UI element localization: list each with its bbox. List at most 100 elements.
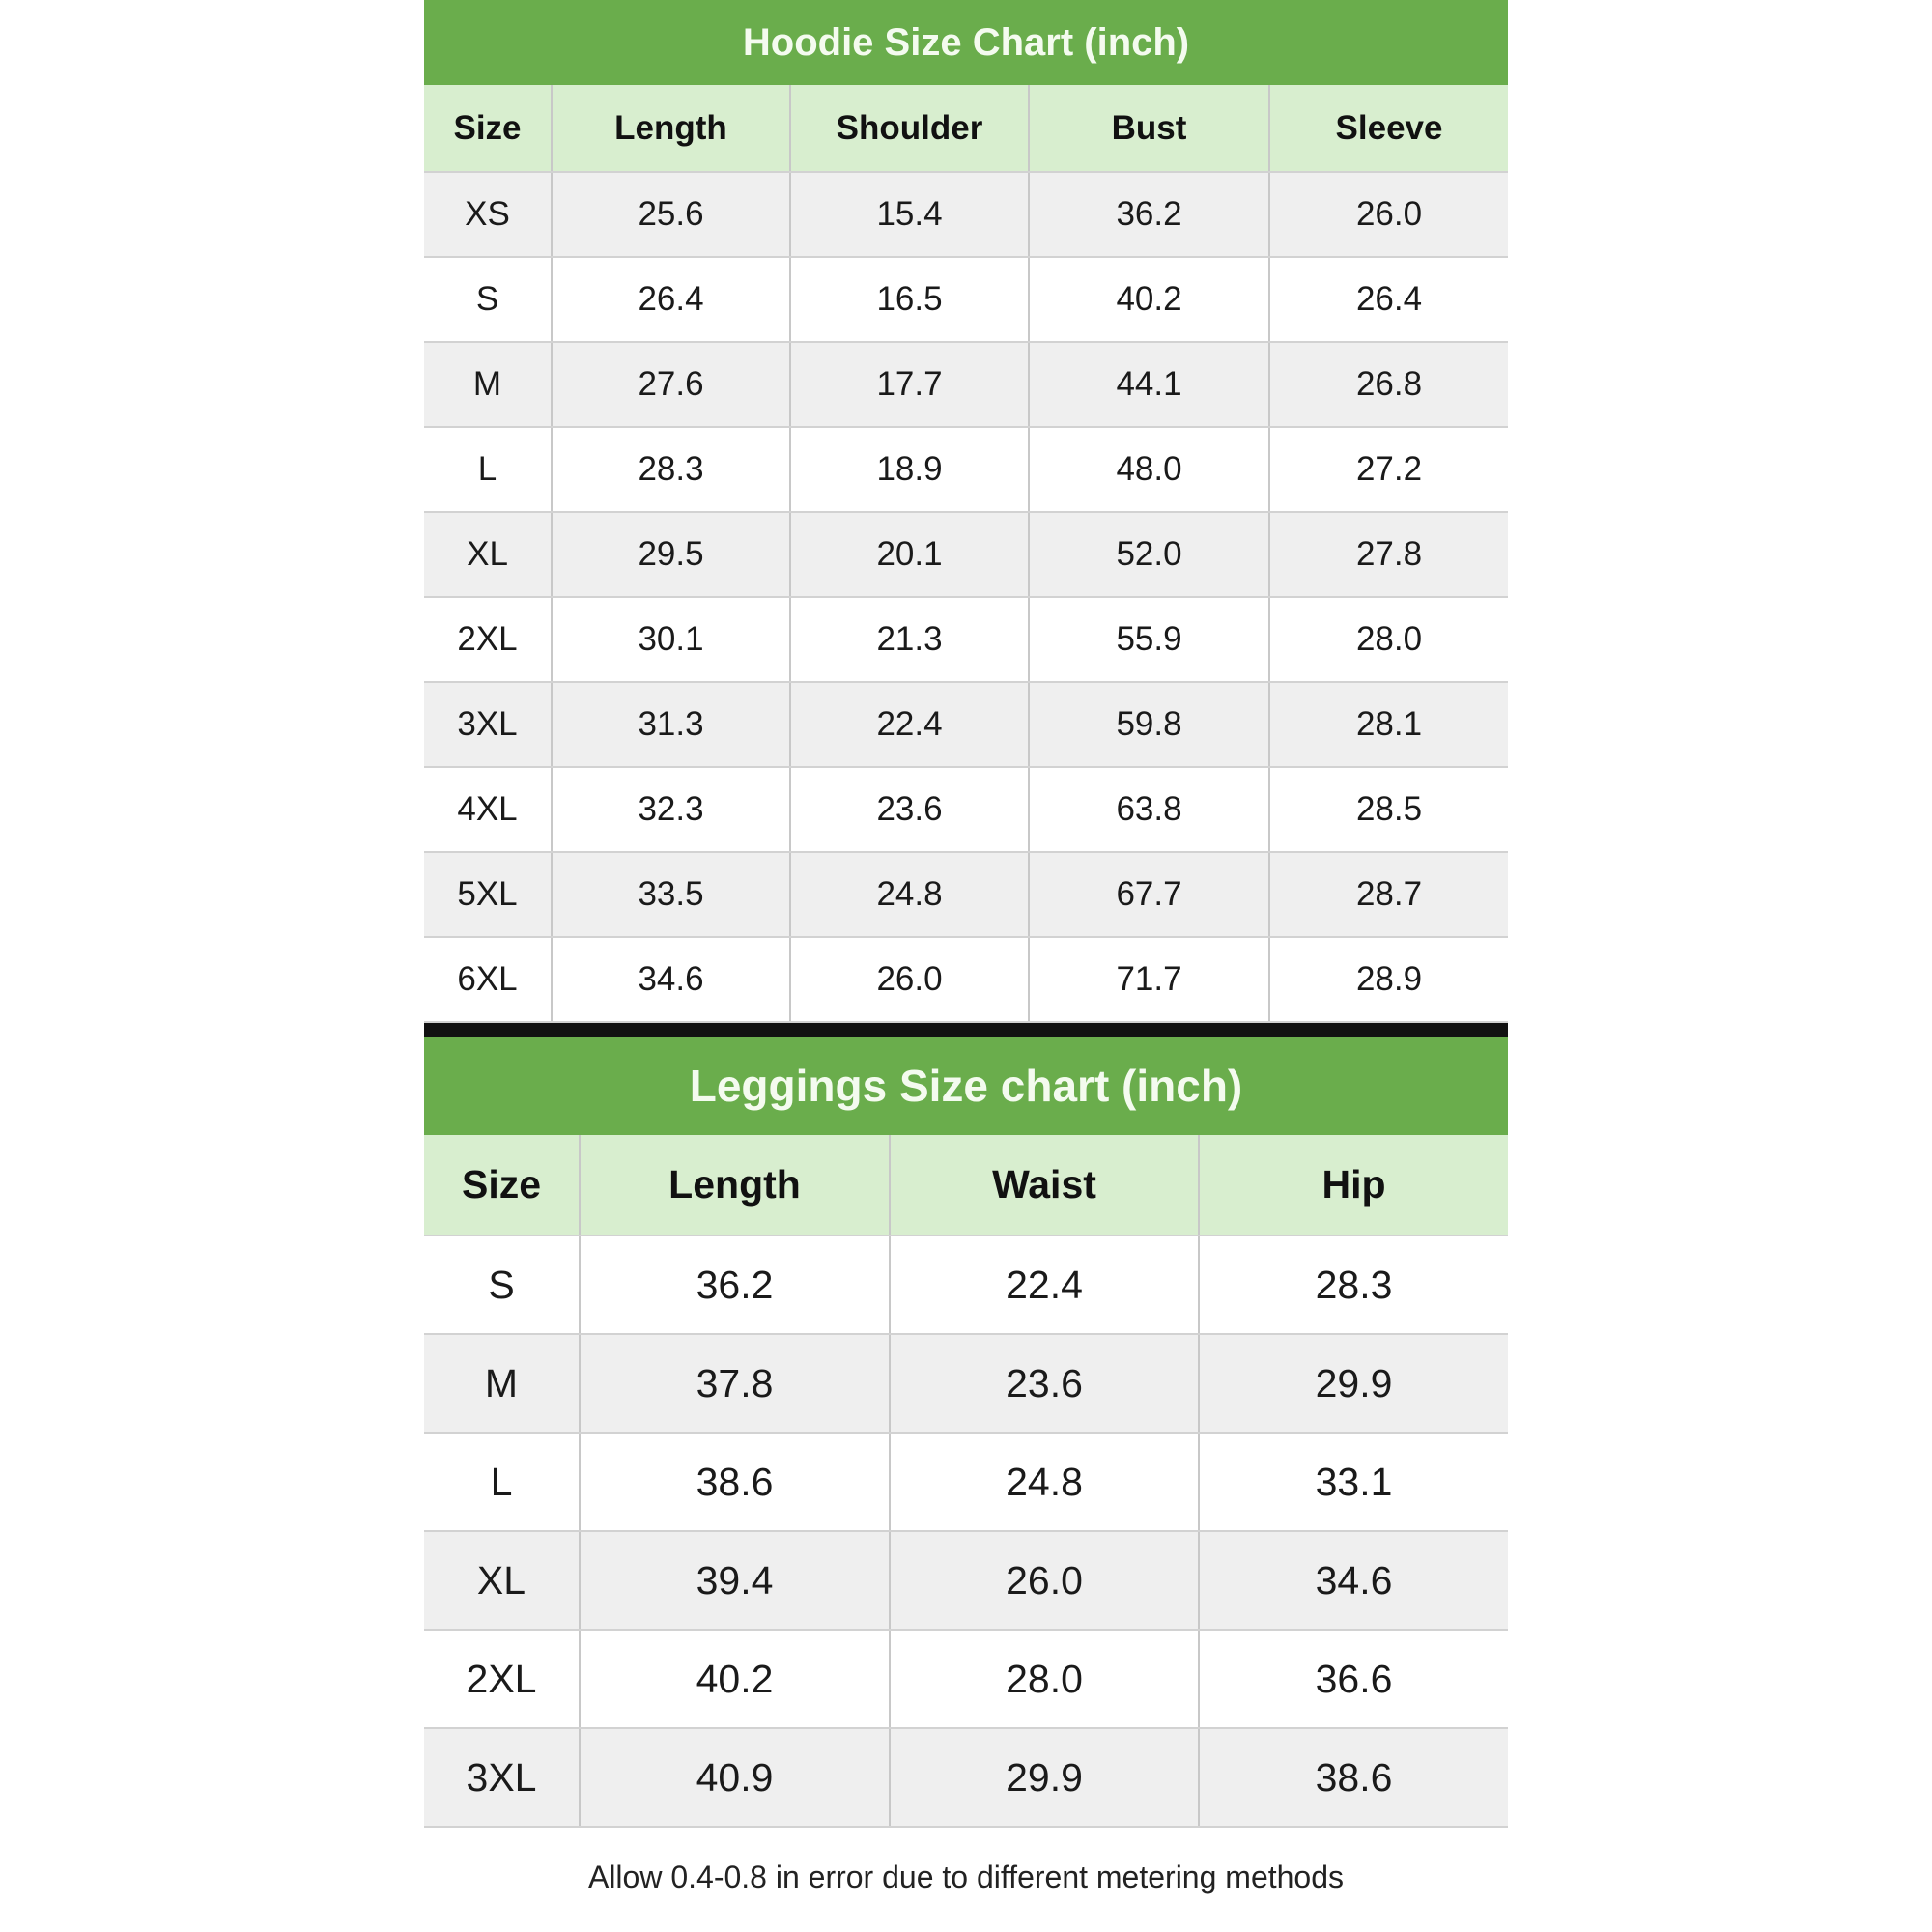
- value-cell: 28.9: [1269, 937, 1508, 1023]
- divider: [424, 1023, 1508, 1037]
- value-cell: 27.2: [1269, 427, 1508, 513]
- hoodie-table: Size Length Shoulder Bust Sleeve XS 25.6 15.4 3…: [424, 85, 1508, 1023]
- value-cell: 34.6: [1199, 1531, 1508, 1631]
- value-cell: 26.0: [1269, 172, 1508, 258]
- column-header: Bust: [1029, 85, 1270, 173]
- value-cell: 22.4: [890, 1236, 1200, 1335]
- size-cell: 4XL: [424, 767, 553, 853]
- table-row: L 28.3 18.9 48.0 27.2: [424, 427, 1508, 513]
- value-cell: 26.4: [1269, 257, 1508, 343]
- value-cell: 36.6: [1199, 1630, 1508, 1729]
- size-cell: XS: [424, 172, 553, 258]
- value-cell: 27.8: [1269, 512, 1508, 598]
- value-cell: 36.2: [580, 1236, 891, 1335]
- value-cell: 18.9: [790, 427, 1030, 513]
- value-cell: 59.8: [1029, 682, 1270, 768]
- hoodie-size-chart: Hoodie Size Chart (inch) Size Length Shoul…: [424, 0, 1508, 1023]
- value-cell: 52.0: [1029, 512, 1270, 598]
- column-header: Hip: [1199, 1135, 1508, 1236]
- table-row: XL 29.5 20.1 52.0 27.8: [424, 512, 1508, 598]
- value-cell: 24.8: [790, 852, 1030, 938]
- column-header: Waist: [890, 1135, 1200, 1236]
- size-cell: M: [424, 342, 553, 428]
- size-cell: XL: [424, 512, 553, 598]
- table-row: M 27.6 17.7 44.1 26.8: [424, 342, 1508, 428]
- value-cell: 26.8: [1269, 342, 1508, 428]
- value-cell: 16.5: [790, 257, 1030, 343]
- value-cell: 38.6: [1199, 1728, 1508, 1828]
- value-cell: 44.1: [1029, 342, 1270, 428]
- column-header: Length: [580, 1135, 891, 1236]
- value-cell: 55.9: [1029, 597, 1270, 683]
- column-header: Size: [424, 1135, 581, 1236]
- size-charts: Hoodie Size Chart (inch) Size Length Shoul…: [424, 0, 1508, 1926]
- size-cell: 2XL: [424, 1630, 581, 1729]
- value-cell: 30.1: [552, 597, 791, 683]
- hoodie-chart-title: Hoodie Size Chart (inch): [424, 0, 1508, 85]
- column-header: Shoulder: [790, 85, 1030, 173]
- table-row: 3XL 31.3 22.4 59.8 28.1: [424, 682, 1508, 768]
- value-cell: 28.3: [1199, 1236, 1508, 1335]
- table-row: S 36.2 22.4 28.3: [424, 1236, 1508, 1335]
- value-cell: 28.7: [1269, 852, 1508, 938]
- column-header: Size: [424, 85, 553, 173]
- value-cell: 23.6: [890, 1334, 1200, 1434]
- value-cell: 23.6: [790, 767, 1030, 853]
- value-cell: 67.7: [1029, 852, 1270, 938]
- value-cell: 48.0: [1029, 427, 1270, 513]
- value-cell: 34.6: [552, 937, 791, 1023]
- value-cell: 17.7: [790, 342, 1030, 428]
- value-cell: 36.2: [1029, 172, 1270, 258]
- header-row: Size Length Waist Hip: [424, 1135, 1508, 1236]
- table-row: 6XL 34.6 26.0 71.7 28.9: [424, 937, 1508, 1023]
- table-row: S 26.4 16.5 40.2 26.4: [424, 257, 1508, 343]
- table-row: 2XL 30.1 21.3 55.9 28.0: [424, 597, 1508, 683]
- value-cell: 40.2: [580, 1630, 891, 1729]
- value-cell: 28.1: [1269, 682, 1508, 768]
- leggings-size-chart: Leggings Size chart (inch) Size Length Wai…: [424, 1037, 1508, 1828]
- size-cell: 5XL: [424, 852, 553, 938]
- value-cell: 22.4: [790, 682, 1030, 768]
- value-cell: 15.4: [790, 172, 1030, 258]
- size-cell: L: [424, 427, 553, 513]
- value-cell: 71.7: [1029, 937, 1270, 1023]
- table-row: 5XL 33.5 24.8 67.7 28.7: [424, 852, 1508, 938]
- value-cell: 31.3: [552, 682, 791, 768]
- column-header: Sleeve: [1269, 85, 1508, 173]
- measurement-note: Allow 0.4-0.8 in error due to different …: [587, 1859, 1345, 1894]
- size-cell: 3XL: [424, 682, 553, 768]
- value-cell: 25.6: [552, 172, 791, 258]
- value-cell: 26.0: [890, 1531, 1200, 1631]
- size-cell: 2XL: [424, 597, 553, 683]
- header-row: Size Length Shoulder Bust Sleeve: [424, 85, 1508, 173]
- table-row: 4XL 32.3 23.6 63.8 28.5: [424, 767, 1508, 853]
- value-cell: 21.3: [790, 597, 1030, 683]
- value-cell: 28.0: [1269, 597, 1508, 683]
- table-row: M 37.8 23.6 29.9: [424, 1334, 1508, 1434]
- table-row: 2XL 40.2 28.0 36.6: [424, 1630, 1508, 1729]
- value-cell: 28.0: [890, 1630, 1200, 1729]
- size-cell: XL: [424, 1531, 581, 1631]
- table-row: 3XL 40.9 29.9 38.6: [424, 1728, 1508, 1828]
- value-cell: 33.5: [552, 852, 791, 938]
- size-cell: M: [424, 1334, 581, 1434]
- value-cell: 20.1: [790, 512, 1030, 598]
- value-cell: 29.9: [890, 1728, 1200, 1828]
- size-cell: 6XL: [424, 937, 553, 1023]
- value-cell: 39.4: [580, 1531, 891, 1631]
- value-cell: 37.8: [580, 1334, 891, 1434]
- value-cell: 28.3: [552, 427, 791, 513]
- table-row: XS 25.6 15.4 36.2 26.0: [424, 172, 1508, 258]
- value-cell: 24.8: [890, 1433, 1200, 1532]
- value-cell: 28.5: [1269, 767, 1508, 853]
- value-cell: 32.3: [552, 767, 791, 853]
- size-cell: L: [424, 1433, 581, 1532]
- size-cell: S: [424, 257, 553, 343]
- value-cell: 38.6: [580, 1433, 891, 1532]
- value-cell: 29.9: [1199, 1334, 1508, 1434]
- table-row: XL 39.4 26.0 34.6: [424, 1531, 1508, 1631]
- value-cell: 63.8: [1029, 767, 1270, 853]
- value-cell: 33.1: [1199, 1433, 1508, 1532]
- value-cell: 40.2: [1029, 257, 1270, 343]
- value-cell: 26.0: [790, 937, 1030, 1023]
